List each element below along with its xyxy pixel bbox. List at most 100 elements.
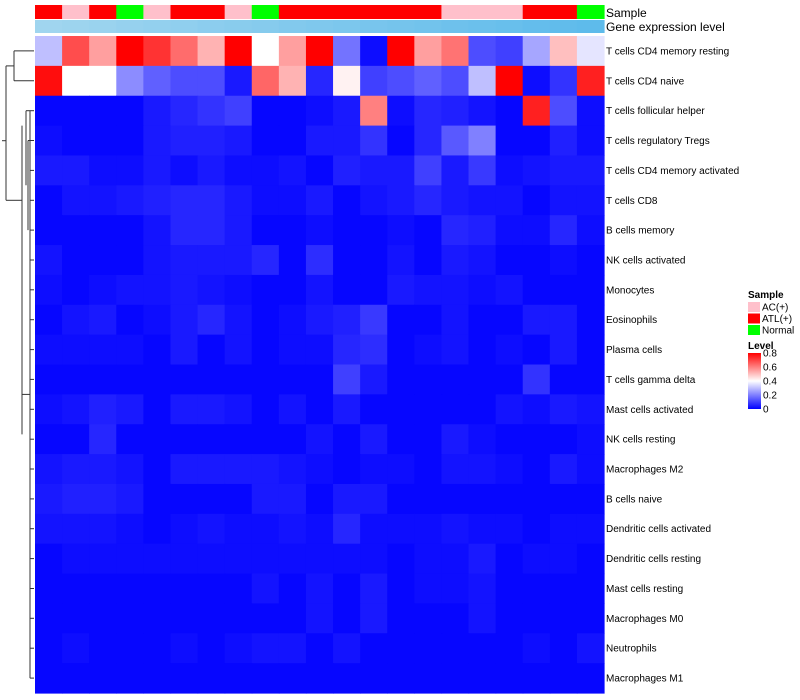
row-label: T cells CD4 memory resting — [606, 46, 729, 57]
heatmap-cell — [576, 603, 605, 634]
heatmap-cell — [495, 185, 524, 216]
heatmap-cell — [522, 603, 551, 634]
heatmap-cell — [360, 394, 388, 425]
heatmap-cell — [441, 334, 470, 366]
heatmap-cell — [305, 424, 334, 455]
heatmap-cell — [278, 603, 307, 634]
heatmap-cell — [251, 424, 280, 455]
heatmap-cell — [495, 36, 524, 67]
heatmap-cell — [116, 513, 144, 545]
heatmap-cell — [522, 424, 551, 455]
heatmap-cell — [387, 215, 415, 246]
heatmap-cell — [116, 95, 144, 127]
heatmap-cell — [468, 215, 497, 246]
legend-level-tick: 0.4 — [763, 377, 777, 388]
heatmap-cell — [278, 274, 307, 306]
heatmap-cell — [89, 364, 117, 395]
heatmap-cell — [414, 95, 443, 127]
row-label: B cells naive — [606, 494, 663, 505]
heatmap-cell — [495, 633, 524, 664]
heatmap-cell — [197, 65, 226, 97]
heatmap-cell — [224, 663, 253, 694]
sample-annotation-cell — [468, 5, 497, 19]
heatmap-cell — [224, 304, 253, 336]
heatmap-cell — [333, 543, 361, 575]
heatmap-cell — [468, 543, 497, 575]
heatmap-cell — [495, 125, 524, 157]
heatmap-cell — [224, 633, 253, 664]
heatmap-cell — [305, 334, 334, 366]
heatmap-cell — [278, 364, 307, 395]
heatmap-cell — [89, 125, 117, 157]
heatmap-cell — [576, 394, 605, 425]
heatmap-cell — [441, 573, 470, 605]
heatmap-cell — [251, 633, 280, 664]
heatmap-cell — [197, 274, 226, 306]
heatmap-cell — [360, 215, 388, 246]
heatmap-cell — [549, 185, 578, 216]
heatmap-cell — [89, 274, 117, 306]
expression-annotation-cell — [360, 20, 388, 33]
heatmap-cell — [522, 454, 551, 485]
heatmap-cell — [360, 513, 388, 545]
heatmap-cell — [549, 36, 578, 67]
heatmap-cell — [333, 185, 361, 216]
heatmap-cell — [522, 394, 551, 425]
heatmap-cell — [522, 65, 551, 97]
heatmap-cell — [116, 394, 144, 425]
heatmap-cell — [305, 95, 334, 127]
heatmap-cell — [170, 334, 199, 366]
legend-sample-label: Normal — [762, 326, 794, 337]
heatmap-cell — [387, 334, 415, 366]
sample-annotation-cell — [441, 5, 470, 19]
row-label: T cells CD4 naive — [606, 76, 685, 87]
heatmap-cell — [387, 454, 415, 485]
row-label: Mast cells activated — [606, 405, 693, 416]
heatmap-cell — [441, 364, 470, 395]
expression-annotation-cell — [549, 20, 578, 33]
heatmap-cell — [576, 543, 605, 575]
heatmap-cell — [170, 633, 199, 664]
heatmap-cell — [333, 364, 361, 395]
heatmap-cell — [35, 483, 63, 515]
heatmap-cell — [197, 573, 226, 605]
heatmap-cell — [495, 663, 524, 694]
heatmap-cell — [387, 364, 415, 395]
heatmap-cell — [251, 304, 280, 336]
heatmap-cell — [116, 155, 144, 186]
heatmap-cell — [143, 155, 172, 186]
heatmap-cell — [224, 65, 253, 97]
heatmap-cell — [89, 215, 117, 246]
heatmap-cell — [468, 245, 497, 276]
legend-sample-label: ATL(+) — [762, 314, 792, 325]
heatmap-cell — [360, 543, 388, 575]
heatmap-cell — [62, 603, 90, 634]
heatmap-cell — [251, 543, 280, 575]
sample-annotation-cell — [35, 5, 63, 19]
heatmap-cell — [62, 483, 90, 515]
heatmap-cell — [522, 95, 551, 127]
legend-sample-swatch — [748, 313, 760, 324]
heatmap-cell — [549, 513, 578, 545]
heatmap-cell — [170, 65, 199, 97]
heatmap-cell — [360, 274, 388, 306]
heatmap-cell — [576, 245, 605, 276]
row-dendrogram — [2, 50, 34, 679]
row-label: Macrophages M1 — [606, 674, 684, 685]
heatmap-cell — [251, 364, 280, 395]
heatmap-cell — [143, 65, 172, 97]
heatmap-cell — [89, 573, 117, 605]
heatmap-cell — [170, 185, 199, 216]
heatmap-cell — [116, 364, 144, 395]
heatmap-cell — [35, 573, 63, 605]
heatmap-cell — [468, 394, 497, 425]
row-label: Dendritic cells resting — [606, 554, 701, 565]
heatmap-cell — [549, 573, 578, 605]
heatmap-cell — [360, 603, 388, 634]
heatmap-cell — [62, 245, 90, 276]
heatmap-cell — [278, 334, 307, 366]
expression-annotation-cell — [414, 20, 443, 33]
heatmap-cell — [360, 573, 388, 605]
heatmap-cell — [89, 633, 117, 664]
heatmap-cell — [35, 125, 63, 157]
